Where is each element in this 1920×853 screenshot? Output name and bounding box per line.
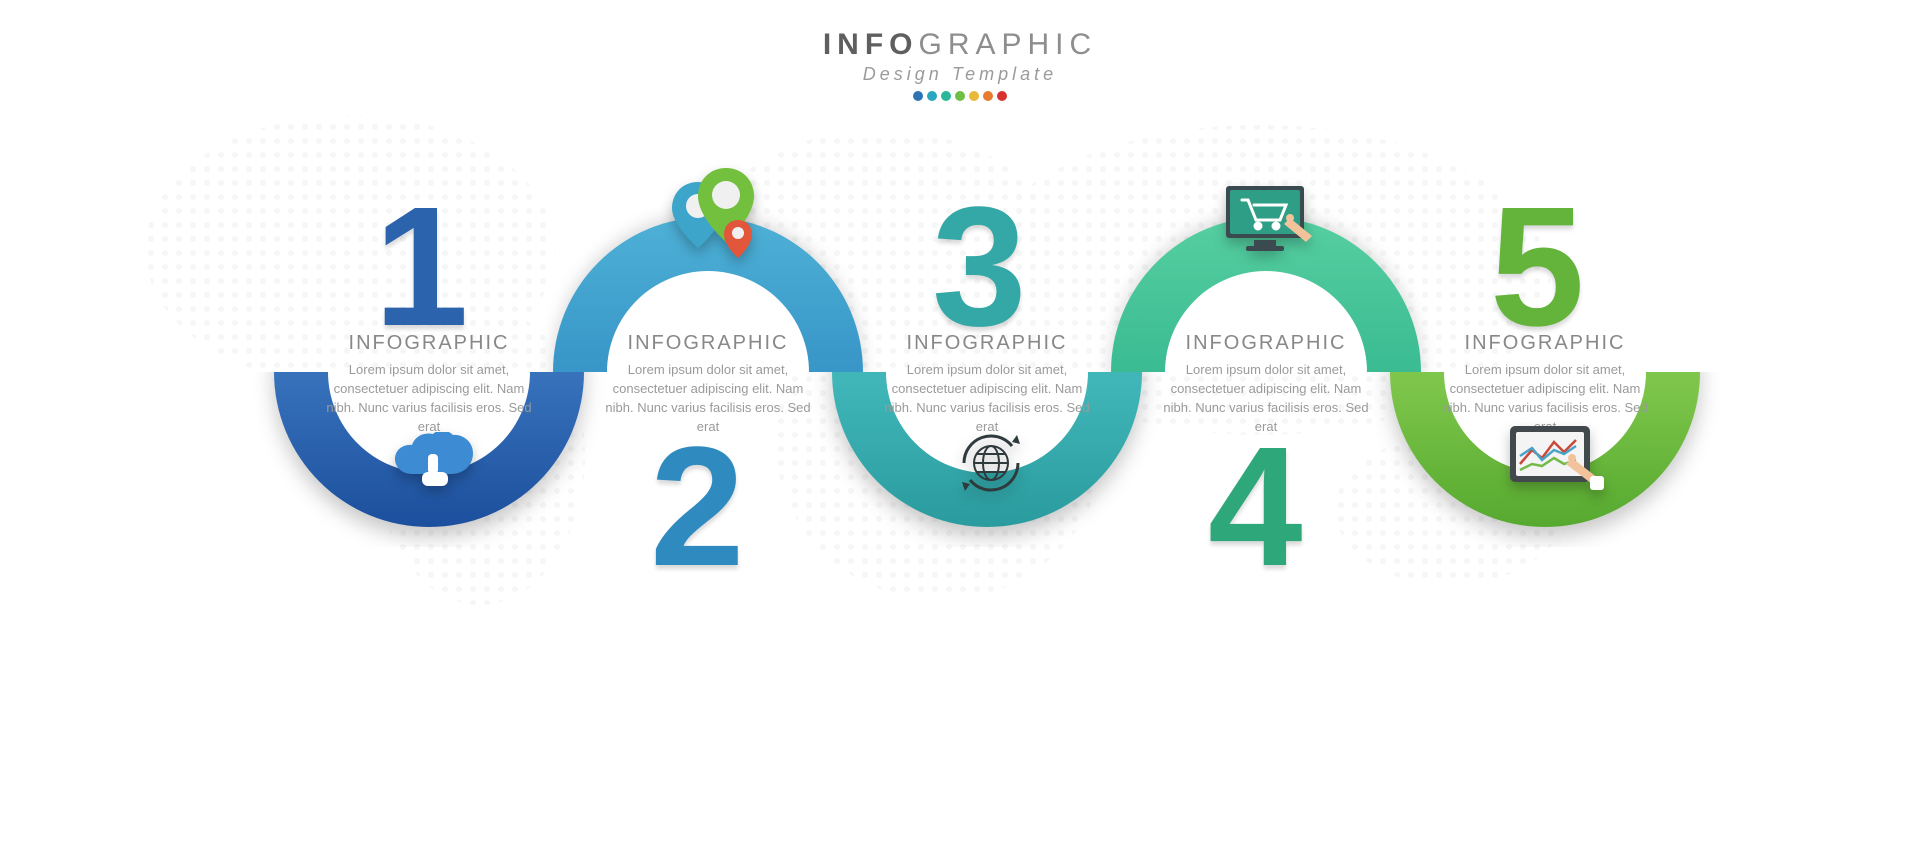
step-number-3: 3 xyxy=(932,182,1027,352)
step-number-5: 5 xyxy=(1490,182,1585,352)
location-pins-icon xyxy=(668,168,758,260)
infographic-canvas: INFOGRAPHIC Design Template 1INFOGRAPHIC… xyxy=(0,0,1920,853)
palette-dot xyxy=(941,91,951,101)
step-body: Lorem ipsum dolor sit amet, consectetuer… xyxy=(882,361,1092,436)
step-text-4: INFOGRAPHIC Lorem ipsum dolor sit amet, c… xyxy=(1161,332,1371,436)
step-text-1: INFOGRAPHIC Lorem ipsum dolor sit amet, c… xyxy=(324,332,534,436)
tablet-chart-icon xyxy=(1508,424,1604,496)
step-number-2: 2 xyxy=(650,422,745,592)
step-heading: INFOGRAPHIC xyxy=(324,332,534,355)
monitor-cart-icon xyxy=(1224,184,1320,262)
step-number-1: 1 xyxy=(374,182,469,352)
title-suffix: GRAPHIC xyxy=(918,28,1097,61)
step-heading: INFOGRAPHIC xyxy=(603,332,813,355)
globe-sync-icon xyxy=(956,428,1026,498)
step-text-3: INFOGRAPHIC Lorem ipsum dolor sit amet, c… xyxy=(882,332,1092,436)
palette-dot xyxy=(913,91,923,101)
step-body: Lorem ipsum dolor sit amet, consectetuer… xyxy=(1161,361,1371,436)
palette-dot xyxy=(955,91,965,101)
palette-dot xyxy=(969,91,979,101)
palette-dot xyxy=(927,91,937,101)
subtitle: Design Template xyxy=(0,64,1920,85)
title-block: INFOGRAPHIC Design Template xyxy=(0,28,1920,101)
step-heading: INFOGRAPHIC xyxy=(1161,332,1371,355)
title-prefix: INFO xyxy=(823,28,919,61)
step-body: Lorem ipsum dolor sit amet, consectetuer… xyxy=(603,361,813,436)
step-heading: INFOGRAPHIC xyxy=(1440,332,1650,355)
step-heading: INFOGRAPHIC xyxy=(882,332,1092,355)
palette-dot xyxy=(983,91,993,101)
step-body: Lorem ipsum dolor sit amet, consectetuer… xyxy=(324,361,534,436)
cloud-like-icon xyxy=(392,432,476,494)
palette-dots xyxy=(0,91,1920,101)
step-text-5: INFOGRAPHICLorem ipsum dolor sit amet, c… xyxy=(1440,332,1650,436)
step-text-2: INFOGRAPHIC Lorem ipsum dolor sit amet, c… xyxy=(603,332,813,436)
palette-dot xyxy=(997,91,1007,101)
step-number-4: 4 xyxy=(1208,422,1303,592)
